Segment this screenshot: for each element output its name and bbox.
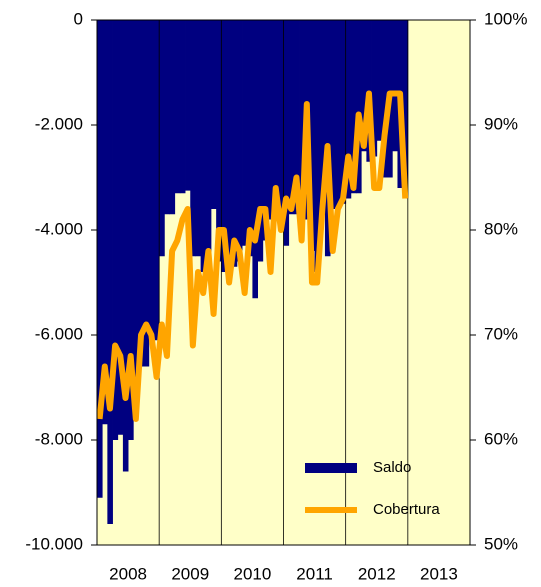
bar: [252, 20, 258, 299]
bar: [221, 20, 227, 272]
bar: [216, 20, 222, 262]
bar: [159, 20, 165, 257]
legend-label: Saldo: [373, 459, 411, 476]
y2-tick-label: 70%: [484, 324, 518, 343]
x-tick-label: 2008: [109, 564, 147, 583]
bar: [117, 20, 124, 435]
y-tick-label: 0: [74, 9, 83, 28]
bar: [356, 20, 362, 194]
bar: [179, 20, 186, 194]
y-tick-label: -10.000: [25, 534, 83, 553]
bar: [345, 20, 352, 199]
y2-tick-label: 90%: [484, 114, 518, 133]
bar: [153, 20, 160, 341]
bar: [200, 20, 207, 272]
x-tick-label: 2013: [420, 564, 458, 583]
y2-tick-label: 50%: [484, 534, 518, 553]
bar: [319, 20, 326, 215]
bar: [195, 20, 202, 257]
bar: [210, 20, 217, 209]
bar: [267, 20, 274, 220]
bar: [350, 20, 357, 194]
bar: [185, 20, 191, 191]
bar: [402, 20, 409, 199]
legend-label: Cobertura: [373, 501, 440, 518]
bar: [231, 20, 238, 267]
x-tick-label: 2009: [171, 564, 209, 583]
line: [96, 90, 409, 422]
bar: [133, 20, 139, 409]
bar: [309, 20, 315, 251]
y-tick-label: -4.000: [35, 219, 83, 238]
bar: [190, 20, 196, 257]
bar: [278, 20, 284, 220]
bar: [205, 20, 212, 257]
y2-tick-label: 60%: [484, 429, 518, 448]
bar: [288, 20, 295, 215]
bar: [112, 20, 119, 440]
bar: [361, 20, 367, 152]
bar: [236, 20, 243, 262]
bar: [169, 20, 176, 215]
bar: [376, 20, 383, 141]
bar: [164, 20, 170, 215]
bar: [283, 20, 290, 246]
bar: [371, 20, 378, 157]
bar: [257, 20, 264, 262]
bar: [143, 20, 150, 367]
bar: [122, 20, 129, 472]
legend-swatch: [305, 463, 357, 473]
bar: [392, 20, 398, 152]
bar: [335, 20, 341, 209]
bar: [102, 20, 108, 425]
bar: [314, 20, 321, 272]
bar: [381, 20, 388, 178]
y-tick-label: -8.000: [35, 429, 83, 448]
bar: [226, 20, 233, 257]
bar: [138, 20, 145, 367]
bar: [174, 20, 181, 194]
y-tick-label: -2.000: [35, 114, 83, 133]
bar: [128, 20, 134, 440]
bar: [247, 20, 253, 257]
y2-tick-label: 80%: [484, 219, 518, 238]
x-tick-label: 2012: [358, 564, 396, 583]
x-tick-label: 2010: [234, 564, 272, 583]
bar: [148, 20, 155, 335]
y2-tick-label: 100%: [484, 9, 527, 28]
bar: [299, 20, 305, 220]
bar: [273, 20, 279, 220]
x-tick-label: 2011: [296, 564, 333, 583]
bar: [242, 20, 248, 246]
plot-border: [96, 19, 471, 546]
bar: [340, 20, 347, 204]
bar: [330, 20, 336, 209]
bar: [107, 20, 113, 524]
bar: [293, 20, 300, 215]
bar: [97, 20, 103, 498]
y-tick-label: -6.000: [35, 324, 83, 343]
bar: [262, 20, 269, 241]
bar: [324, 20, 331, 257]
